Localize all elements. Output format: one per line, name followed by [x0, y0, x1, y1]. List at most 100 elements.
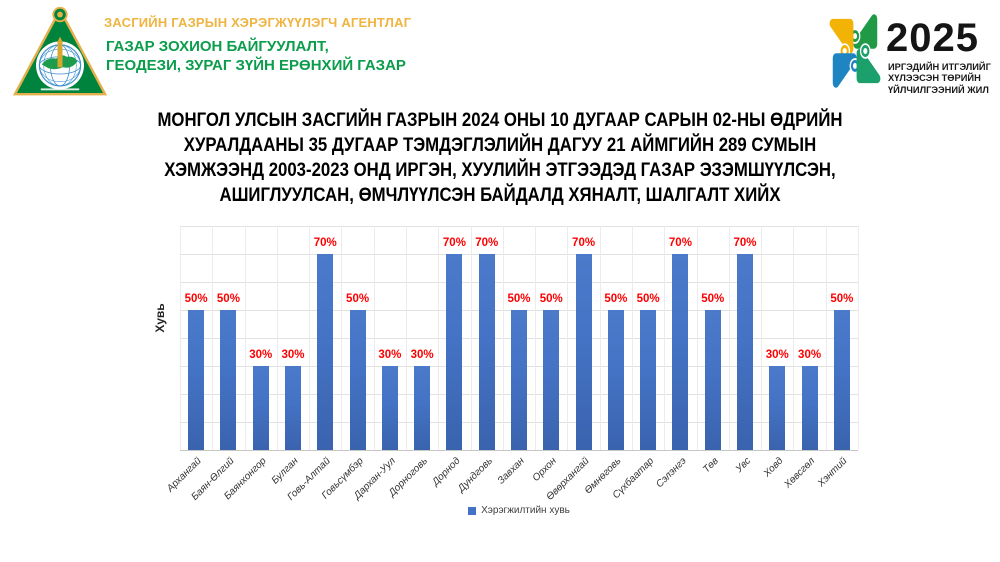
bar-value-label: 70% [572, 237, 596, 249]
bar-Завхан [511, 310, 527, 450]
bar-value-label: 50% [636, 293, 660, 305]
logo-soyombo-icon [57, 42, 63, 68]
bar-value-label: 50% [604, 293, 628, 305]
logo-top-seal-center [57, 11, 63, 18]
bar-Сэлэнгэ [672, 254, 689, 450]
bar-value-label: 50% [346, 293, 370, 305]
pinwheel-person-yellow [829, 18, 854, 59]
v-gridline [729, 226, 730, 450]
org-name-line1: ГАЗАР ЗОХИОН БАЙГУУЛАЛТ, [106, 38, 329, 55]
v-gridline [341, 226, 342, 450]
tagline-line2: ХҮЛЭЭСЭН ТӨРИЙН [888, 73, 981, 84]
x-axis-label: Хэнтий [816, 455, 850, 490]
x-axis-label: Хөвсгөл [782, 455, 818, 491]
x-axis-label: Төв [700, 455, 721, 476]
v-gridline [180, 226, 181, 450]
bar-Хөвсгөл [801, 366, 818, 450]
v-gridline [697, 226, 698, 450]
org-name-line2: ГЕОДЕЗИ, ЗУРАГ ЗҮЙН ЕРӨНХИЙ ГАЗАР [106, 57, 406, 74]
bar-value-label: 30% [378, 349, 402, 361]
h-gridline [180, 254, 858, 255]
bar-Орхон [543, 310, 560, 450]
year-2025-label: 2025 [886, 16, 979, 60]
agency-type-label: ЗАСГИЙН ГАЗРЫН ХЭРЭГЖҮҮЛЭГЧ АГЕНТЛАГ [104, 15, 412, 30]
bar-value-label: 50% [830, 293, 854, 305]
v-gridline [438, 226, 439, 450]
bar-value-label: 70% [475, 237, 499, 249]
year-2025-pinwheel-icon [829, 14, 881, 88]
v-gridline [406, 226, 407, 450]
v-gridline [374, 226, 375, 450]
v-gridline [793, 226, 794, 450]
v-gridline [277, 226, 278, 450]
bar-value-label: 70% [668, 237, 692, 249]
bar-Төв [704, 310, 721, 450]
legend-series-label: Хэрэгжилтийн хувь [481, 505, 570, 516]
logo-base-text-strip [40, 88, 80, 91]
bar-Дархан-Уул [381, 366, 398, 450]
bar-chart-plot-area: 50% 50% 30% 30% 70% 50% 30% 30% 70% 70% 50% 50% 70% 5… [180, 226, 859, 451]
bar-value-label: 70% [733, 237, 757, 249]
bar-Архангай [188, 310, 205, 450]
x-axis-labels: Архангай Баян-Өлгий Баянхонгор Булган Говь-А… [165, 454, 858, 512]
v-gridline [535, 226, 536, 450]
y-axis-title: Хувь [153, 303, 167, 333]
x-axis-label: Увс [733, 455, 753, 475]
year-logo-tagline: ИРГЭДИЙН ИТГЭЛИЙГ ХҮЛЭЭСЭН ТӨРИЙН ҮЙЛЧИЛ… [888, 62, 991, 96]
bar-Баян-Өлгий [220, 310, 237, 450]
bar-value-label: 30% [249, 349, 273, 361]
bar-Өмнөговь [607, 310, 624, 450]
bar-Говьсүмбэр [349, 310, 366, 450]
tagline-line1: ИРГЭДИЙН ИТГЭЛИЙГ [888, 62, 991, 72]
v-gridline [471, 226, 472, 450]
v-gridline [567, 226, 568, 450]
bar-Дорнод [446, 254, 463, 450]
bar-Увс [737, 254, 753, 450]
bar-Говь-Алтай [317, 254, 334, 450]
v-gridline [761, 226, 762, 450]
bar-Дундговь [478, 254, 495, 450]
v-gridline [212, 226, 213, 450]
v-gridline [503, 226, 504, 450]
x-axis-label: Ховд [761, 455, 786, 480]
h-gridline [180, 226, 858, 227]
bar-value-label: 70% [442, 237, 466, 249]
title-line2: ХУРАЛДААНЫ 35 ДУГААР ТЭМДЭГЛЭЛИЙН ДАГУУ … [183, 134, 817, 156]
land-administration-agency-logo-icon [12, 6, 108, 96]
bar-Булган [285, 366, 301, 450]
bar-value-label: 50% [216, 293, 240, 305]
bar-Хэнтий [833, 310, 850, 450]
x-axis-label: Дорнод [429, 455, 463, 488]
bar-Ховд [769, 366, 786, 450]
bar-value-label: 50% [184, 293, 208, 305]
bar-value-label: 30% [281, 349, 305, 361]
bar-Баянхонгор [252, 366, 269, 450]
v-gridline [600, 226, 601, 450]
bar-Дорноговь [414, 366, 431, 450]
bar-value-label: 50% [701, 293, 725, 305]
bar-value-label: 30% [798, 349, 822, 361]
v-gridline [664, 226, 665, 450]
v-gridline [858, 226, 859, 450]
bar-value-label: 30% [410, 349, 434, 361]
pinwheel-person-teal [856, 43, 881, 84]
tagline-line3: ҮЙЛЧИЛГЭЭНИЙ ЖИЛ [888, 84, 989, 95]
chart-legend: Хэрэгжилтийн хувь [180, 505, 858, 516]
v-gridline [632, 226, 633, 450]
pinwheel-person-blue [832, 53, 861, 88]
bar-value-label: 70% [313, 237, 337, 249]
x-axis-label: Сэлэнгэ [653, 455, 689, 491]
x-axis-label: Завхан [495, 455, 527, 487]
bar-value-label: 50% [539, 293, 563, 305]
v-gridline [826, 226, 827, 450]
x-axis-label: Булган [269, 455, 301, 487]
title-line4: АШИГЛУУЛСАН, ӨМЧЛҮҮЛСЭН БАЙДАЛД ХЯНАЛТ, … [219, 184, 781, 206]
pinwheel-person-green [849, 14, 878, 49]
page-title: МОНГОЛ УЛСЫН ЗАСГИЙН ГАЗРЫН 2024 ОНЫ 10 … [70, 108, 930, 208]
bar-Өвөрхангай [575, 254, 592, 450]
legend-swatch-icon [468, 506, 477, 515]
title-line1: МОНГОЛ УЛСЫН ЗАСГИЙН ГАЗРЫН 2024 ОНЫ 10 … [157, 109, 843, 131]
bar-Сүхбаатар [640, 310, 657, 450]
bar-value-label: 30% [765, 349, 789, 361]
